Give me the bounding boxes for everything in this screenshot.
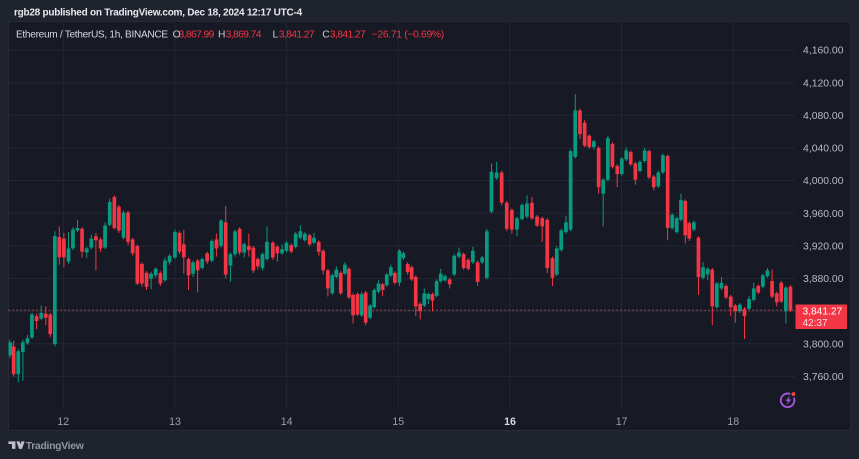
svg-text:12: 12 <box>57 416 69 428</box>
svg-text:3,800.00: 3,800.00 <box>803 340 844 351</box>
svg-text:4,160.00: 4,160.00 <box>803 46 844 57</box>
svg-text:17: 17 <box>616 416 628 428</box>
svg-text:3,920.00: 3,920.00 <box>803 242 844 253</box>
svg-text:C: C <box>322 29 330 40</box>
svg-text:16: 16 <box>504 416 516 428</box>
svg-text:TradingView: TradingView <box>26 441 85 452</box>
svg-text:−26.71 (−0.69%): −26.71 (−0.69%) <box>372 29 444 40</box>
svg-text:Ethereum / TetherUS, 1h, BINAN: Ethereum / TetherUS, 1h, BINANCE <box>16 29 168 40</box>
svg-text:4,120.00: 4,120.00 <box>803 78 844 89</box>
svg-text:4,080.00: 4,080.00 <box>803 111 844 122</box>
svg-text:3,867.99: 3,867.99 <box>179 29 215 40</box>
svg-text:O: O <box>173 29 181 40</box>
svg-text:15: 15 <box>392 416 404 428</box>
svg-text:14: 14 <box>281 416 293 428</box>
svg-text:H: H <box>218 29 225 40</box>
svg-text:4,000.00: 4,000.00 <box>803 176 844 187</box>
svg-text:4,040.00: 4,040.00 <box>803 144 844 155</box>
svg-text:18: 18 <box>727 416 739 428</box>
svg-text:L: L <box>273 29 279 40</box>
svg-text:rgb28 published on TradingView: rgb28 published on TradingView.com, Dec … <box>14 8 303 19</box>
svg-text:3,869.74: 3,869.74 <box>226 29 262 40</box>
svg-text:3,841.27: 3,841.27 <box>803 307 843 318</box>
svg-text:13: 13 <box>169 416 181 428</box>
svg-text:3,760.00: 3,760.00 <box>803 372 844 383</box>
svg-text:3,960.00: 3,960.00 <box>803 209 844 220</box>
svg-text:3,841.27: 3,841.27 <box>330 29 366 40</box>
svg-text:42:37: 42:37 <box>803 318 828 329</box>
svg-text:3,841.27: 3,841.27 <box>279 29 315 40</box>
svg-text:3,880.00: 3,880.00 <box>803 274 844 285</box>
